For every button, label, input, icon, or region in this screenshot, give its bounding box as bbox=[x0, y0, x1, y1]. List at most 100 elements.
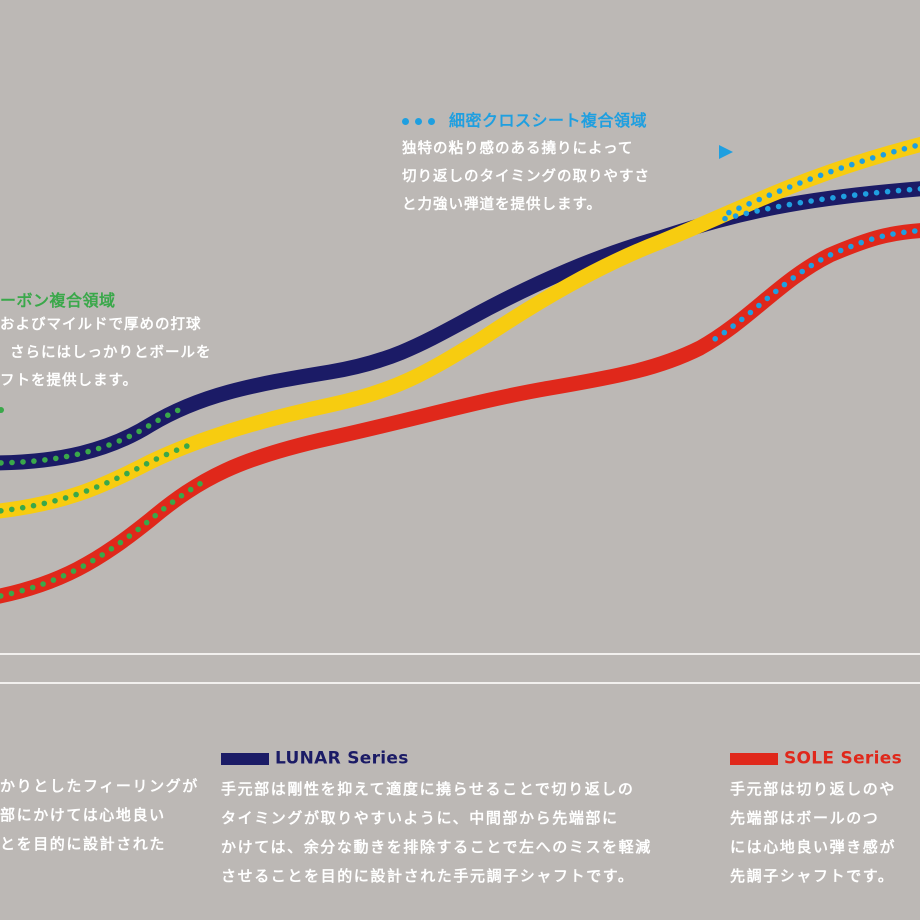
yellow-curve-dot bbox=[41, 500, 48, 507]
carbon-annotation: ーボン複合領域 およびマイルドで厚めの打球 さらにはしっかりとボールを フトを提… bbox=[0, 287, 212, 395]
yellow-curve-dot bbox=[134, 466, 140, 472]
navy-curve-dot bbox=[136, 428, 142, 435]
red-curve-dot bbox=[99, 552, 105, 558]
play-arrow-icon bbox=[719, 145, 733, 159]
navy-curve-dot bbox=[42, 457, 48, 463]
red-curve-dot bbox=[912, 228, 918, 234]
lunar-desc-line-1: 手元部は剛性を抑えて適度に撓らせることで切り返しの bbox=[221, 780, 635, 798]
red-curve-dot bbox=[117, 539, 124, 546]
sole-label: SOLE Series bbox=[784, 748, 902, 769]
yellow-curve-dot bbox=[880, 152, 887, 158]
yellow-curve-dot bbox=[19, 504, 26, 511]
left-desc-line-3: とを目的に設計された bbox=[0, 835, 167, 853]
red-curve-dot bbox=[781, 281, 788, 288]
yellow-curve-dot bbox=[153, 456, 160, 462]
sole-desc-line-4: 先調子シャフトです。 bbox=[730, 867, 895, 885]
red-curve-dot bbox=[827, 252, 834, 258]
cross-sheet-title-row: 細密クロスシート複合領域 bbox=[402, 107, 650, 131]
navy-curve-dot bbox=[31, 458, 37, 464]
lunar-swatch bbox=[221, 752, 269, 765]
yellow-curve-dot bbox=[143, 461, 150, 467]
yellow-curve-dot bbox=[184, 443, 190, 449]
red-curve-dot bbox=[818, 257, 824, 263]
red-curve-dot bbox=[19, 587, 26, 594]
red-curve-dot bbox=[152, 512, 158, 519]
navy-curve-dot bbox=[116, 438, 123, 444]
red-curve-dot bbox=[837, 247, 844, 254]
yellow-curve-dot bbox=[766, 192, 773, 198]
left-desc-line-1: かりとしたフィーリングが bbox=[0, 777, 199, 795]
red-curve-dot bbox=[108, 546, 115, 552]
navy-curve-dot bbox=[722, 215, 728, 222]
red-curve-dot bbox=[29, 584, 36, 591]
navy-curve-dot bbox=[63, 453, 70, 460]
red-curve-dot bbox=[197, 481, 203, 487]
carbon-title: ーボン複合領域 bbox=[0, 291, 116, 310]
red-curve-dot bbox=[0, 593, 4, 599]
lunar-legend: LUNAR Series bbox=[221, 748, 409, 769]
navy-curve-dot bbox=[106, 442, 112, 448]
red-curve-dot bbox=[8, 590, 15, 597]
red-curve-dot bbox=[747, 309, 754, 316]
yellow-curve-dot bbox=[746, 201, 752, 207]
navy-curve-dot bbox=[917, 186, 920, 192]
yellow-curve-dot bbox=[736, 205, 742, 211]
navy-curve-dot bbox=[732, 213, 739, 219]
red-curve-dot bbox=[756, 302, 762, 309]
navy-curve-dot bbox=[884, 188, 891, 195]
red-curve-dot bbox=[890, 231, 896, 237]
red-curve-dot bbox=[879, 233, 886, 240]
red-curve-dot bbox=[848, 243, 854, 250]
navy-curve-dot bbox=[53, 455, 59, 462]
yellow-curve-dot bbox=[93, 484, 100, 490]
carbon-dots-icon bbox=[0, 407, 4, 413]
red-curve-dot bbox=[143, 519, 150, 526]
navy-curve-dot bbox=[95, 445, 102, 452]
red-curve-dot bbox=[169, 499, 176, 505]
lunar-desc-line-3: かけては、余分な動きを排除することで左へのミスを軽減 bbox=[221, 838, 652, 856]
navy-curve-dot bbox=[20, 459, 26, 465]
navy-curve-dot bbox=[819, 196, 825, 203]
red-curve-dot bbox=[739, 316, 745, 323]
red-curve-dot bbox=[90, 557, 96, 564]
lunar-desc-line-4: させることを目的に設計された手元調子シャフトです。 bbox=[221, 867, 635, 885]
red-curve-dot bbox=[187, 486, 194, 493]
red-curve-dot bbox=[730, 323, 736, 329]
navy-curve-dot bbox=[851, 192, 858, 198]
cross-sheet-line-3: と力強い弾道を提供します。 bbox=[402, 197, 603, 213]
red-curve-dot bbox=[858, 239, 864, 246]
yellow-curve bbox=[0, 136, 920, 519]
yellow-curve-dot bbox=[9, 506, 15, 513]
cross-sheet-text: 独特の粘り感のある撓りによって 切り返しのタイミングの取りやすさ と力強い弾道を… bbox=[402, 135, 650, 219]
navy-curve-dot bbox=[775, 203, 782, 210]
sole-swatch bbox=[730, 752, 778, 765]
yellow-curve-dot bbox=[776, 188, 783, 194]
carbon-line-1: およびマイルドで厚めの打球 bbox=[0, 317, 202, 333]
navy-curve-dot bbox=[165, 412, 171, 419]
dots-icon bbox=[402, 111, 441, 130]
navy-curve-dot bbox=[174, 407, 181, 414]
yellow-curve-dot bbox=[124, 470, 130, 477]
yellow-curve-dot bbox=[173, 447, 180, 454]
yellow-curve-dot bbox=[726, 209, 732, 216]
yellow-curve-dot bbox=[786, 184, 793, 190]
red-curve-dot bbox=[126, 533, 133, 539]
navy-curve-dot bbox=[808, 198, 814, 204]
red-curve-dot bbox=[808, 262, 815, 269]
separator-line-bottom bbox=[0, 682, 920, 684]
lunar-label: LUNAR Series bbox=[275, 748, 409, 769]
red-curve-dot bbox=[70, 568, 77, 574]
lunar-description: 手元部は剛性を抑えて適度に撓らせることで切り返しの タイミングが取りやすいように… bbox=[221, 775, 652, 891]
navy-curve-dot bbox=[906, 186, 913, 193]
sole-legend: SOLE Series bbox=[730, 748, 902, 769]
yellow-curve-dot bbox=[62, 495, 69, 501]
yellow-curve-dot bbox=[104, 480, 110, 486]
red-curve-dot bbox=[178, 492, 185, 499]
yellow-curve-dot bbox=[83, 488, 90, 494]
red-curve-dot bbox=[799, 268, 805, 275]
yellow-curve-dot bbox=[849, 161, 855, 168]
yellow-curve-dot bbox=[891, 148, 897, 155]
navy-curve-dot bbox=[126, 433, 133, 440]
navy-curve-dot bbox=[841, 193, 847, 200]
